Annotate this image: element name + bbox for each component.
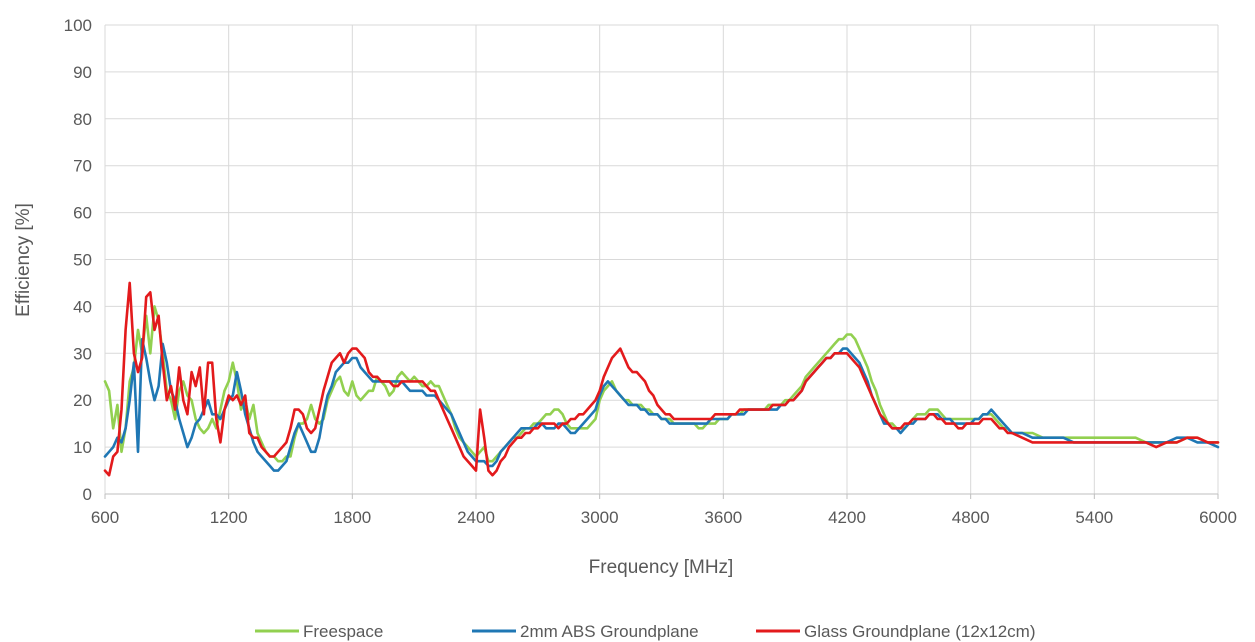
y-tick-label: 90 — [73, 63, 92, 82]
x-tick-label: 3000 — [581, 508, 619, 527]
x-tick-label: 4800 — [952, 508, 990, 527]
series-line-2 — [103, 337, 1220, 472]
x-tick-label: 1200 — [210, 508, 248, 527]
legend-label: Freespace — [303, 622, 383, 641]
y-tick-label: 100 — [64, 16, 92, 35]
y-tick-label: 20 — [73, 391, 92, 410]
x-tick-label: 6000 — [1199, 508, 1237, 527]
legend-item-3: Glass Groundplane (12x12cm) — [756, 622, 1036, 641]
tick-labels: 0 10 20 30 40 50 60 70 80 90 100 600 1200 1800 2400 300… — [64, 16, 1237, 527]
y-tick-label: 0 — [83, 485, 92, 504]
y-tick-label: 80 — [73, 110, 92, 129]
y-axis-title: Efficiency [%] — [13, 203, 34, 317]
y-tick-label: 50 — [73, 251, 92, 270]
series-group — [103, 281, 1220, 477]
legend-label: 2mm ABS Groundplane — [520, 622, 699, 641]
y-tick-label: 30 — [73, 344, 92, 363]
legend-item-1: Freespace — [255, 622, 383, 641]
x-tick-label: 600 — [91, 508, 119, 527]
axes — [104, 493, 1219, 499]
x-tick-label: 3600 — [704, 508, 742, 527]
x-tick-label: 1800 — [333, 508, 371, 527]
series-line-3 — [103, 281, 1220, 477]
x-tick-label: 4200 — [828, 508, 866, 527]
y-tick-label: 70 — [73, 157, 92, 176]
legend: Freespace 2mm ABS Groundplane Glass Ground… — [255, 622, 1036, 641]
y-tick-label: 40 — [73, 297, 92, 316]
x-tick-label: 5400 — [1075, 508, 1113, 527]
legend-item-2: 2mm ABS Groundplane — [472, 622, 699, 641]
legend-label: Glass Groundplane (12x12cm) — [804, 622, 1036, 641]
x-tick-label: 2400 — [457, 508, 495, 527]
y-tick-label: 10 — [73, 438, 92, 457]
y-tick-label: 60 — [73, 204, 92, 223]
x-axis-title: Frequency [MHz] — [589, 557, 734, 578]
grid — [104, 24, 1219, 494]
